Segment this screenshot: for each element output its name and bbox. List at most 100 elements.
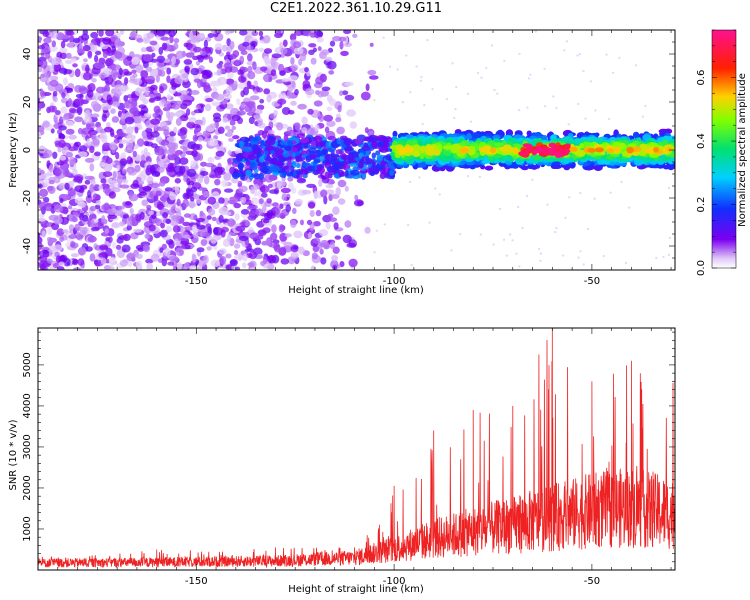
spectrogram-cell: [279, 246, 287, 254]
spectrogram-cell: [146, 32, 155, 39]
spectrogram-cell: [319, 248, 324, 255]
spectrogram-cell: [71, 215, 78, 222]
spectrogram-cell: [110, 108, 116, 114]
spectrogram-cell: [264, 150, 269, 155]
spectrogram-cell: [313, 169, 320, 176]
snr-xlabel: Height of straight line (km): [288, 584, 424, 595]
spectrogram-cell: [269, 189, 279, 194]
spectrogram-cell: [168, 255, 179, 262]
spectrogram-cell: [102, 142, 112, 152]
spectrogram-cell: [277, 98, 287, 105]
spectrogram-cell: [110, 34, 118, 42]
spectrogram-cell: [287, 159, 292, 168]
spectrogram-cell: [582, 141, 593, 148]
spectrogram-cell: [335, 187, 342, 196]
spectrogram-cell: [89, 205, 97, 212]
spectrogram-cell: [165, 218, 171, 224]
spectrogram-cell: [268, 129, 275, 135]
spectrogram-cell: [72, 168, 78, 177]
spectrogram-cell: [195, 198, 202, 204]
spectrogram-cell: [233, 243, 241, 249]
spectrogram-cell: [354, 194, 359, 201]
spectrogram-cell: [207, 208, 216, 216]
spectrogram-cell: [239, 30, 248, 36]
spectrogram-cell: [368, 130, 374, 135]
spectrogram-cell: [227, 218, 236, 227]
spectrogram-cell: [112, 171, 117, 179]
spectrogram-cell: [179, 72, 189, 80]
spectrogram-cell: [47, 185, 56, 194]
spectrogram-cell: [126, 134, 136, 143]
spectrogram-cell: [123, 71, 133, 76]
spectrogram-cell: [339, 261, 345, 268]
spectrogram-cell: [96, 86, 106, 94]
spectrogram-cell: [202, 82, 211, 90]
spectrogram-cell: [65, 52, 72, 59]
spectrogram-cell: [259, 185, 270, 194]
spectrogram-cell: [522, 143, 531, 148]
spectrogram-cell: [308, 154, 317, 160]
spectrogram-cell: [521, 226, 524, 230]
spectrogram-cell: [185, 150, 195, 155]
spectrogram-cell: [293, 230, 303, 239]
spectrogram-cell: [167, 162, 174, 171]
spectrogram-cell: [256, 104, 265, 111]
spectrogram-cell: [249, 104, 256, 113]
spectrogram-cell: [587, 148, 596, 153]
colorbar-tick-label: 0.2: [696, 197, 707, 213]
spectrogram-cell: [68, 156, 76, 166]
spectrogram-cell: [319, 51, 324, 59]
spectrogram-cell: [87, 54, 92, 59]
spectrogram-cell: [63, 257, 71, 267]
spectrogram-cell: [89, 163, 95, 172]
spectrogram-cell: [74, 97, 85, 106]
spectrogram-cell: [406, 223, 410, 227]
spectrogram-cell: [210, 259, 220, 268]
spectrogram-cell: [92, 138, 100, 146]
spectrogram-cell: [306, 219, 313, 226]
spectrogram-cell: [126, 219, 133, 226]
spectrogram-cell: [140, 47, 147, 53]
spectrogram-cell: [234, 213, 240, 221]
spectrogram-cell: [349, 121, 357, 129]
spectrogram-cell: [90, 219, 95, 228]
spectrogram-cell: [174, 205, 183, 213]
spectrogram-cell: [292, 41, 302, 49]
spectrogram-cell: [279, 203, 284, 209]
spectrogram-cell: [388, 65, 392, 68]
spectrogram-cell: [182, 221, 191, 227]
spectrogram-cell: [92, 193, 99, 201]
spectrogram-cell: [277, 148, 283, 156]
spectrogram-cell: [76, 106, 83, 116]
spectrogram-cell: [344, 94, 355, 101]
spectrogram-cell: [145, 66, 153, 72]
spectrogram-cell: [68, 205, 73, 210]
spectrogram-cell: [221, 44, 228, 52]
spectrogram-cell: [299, 52, 307, 62]
spectrogram-cell: [47, 258, 53, 264]
spectrogram-cell: [240, 102, 246, 109]
spectrogram-cell: [204, 103, 212, 112]
spectrogram-cell: [297, 246, 305, 255]
spectrogram-cell: [104, 84, 110, 94]
spectrogram-cell: [286, 171, 293, 177]
spectrogram-cell: [271, 157, 277, 165]
spectrogram-cell: [375, 150, 381, 156]
spectrogram-cell: [89, 145, 95, 154]
spectrogram-cell: [58, 261, 65, 267]
spectrogram-cell: [315, 209, 322, 217]
spectrogram-cell: [454, 108, 457, 111]
spectrogram-cell: [38, 36, 43, 42]
spectrogram-cell: [153, 105, 161, 114]
spectrogram-cell: [375, 229, 379, 232]
spectrogram-cell: [301, 189, 312, 195]
spectrogram-cell: [121, 168, 127, 174]
spectrogram-cell: [434, 187, 437, 190]
spectrogram-cell: [237, 162, 245, 170]
spectrogram-cell: [135, 253, 143, 260]
spectrogram-cell: [408, 180, 412, 184]
spectrogram-cell: [539, 252, 543, 255]
spectrogram-cell: [203, 254, 209, 264]
spectrogram-cell: [367, 69, 377, 76]
spectrogram-cell: [118, 205, 125, 210]
